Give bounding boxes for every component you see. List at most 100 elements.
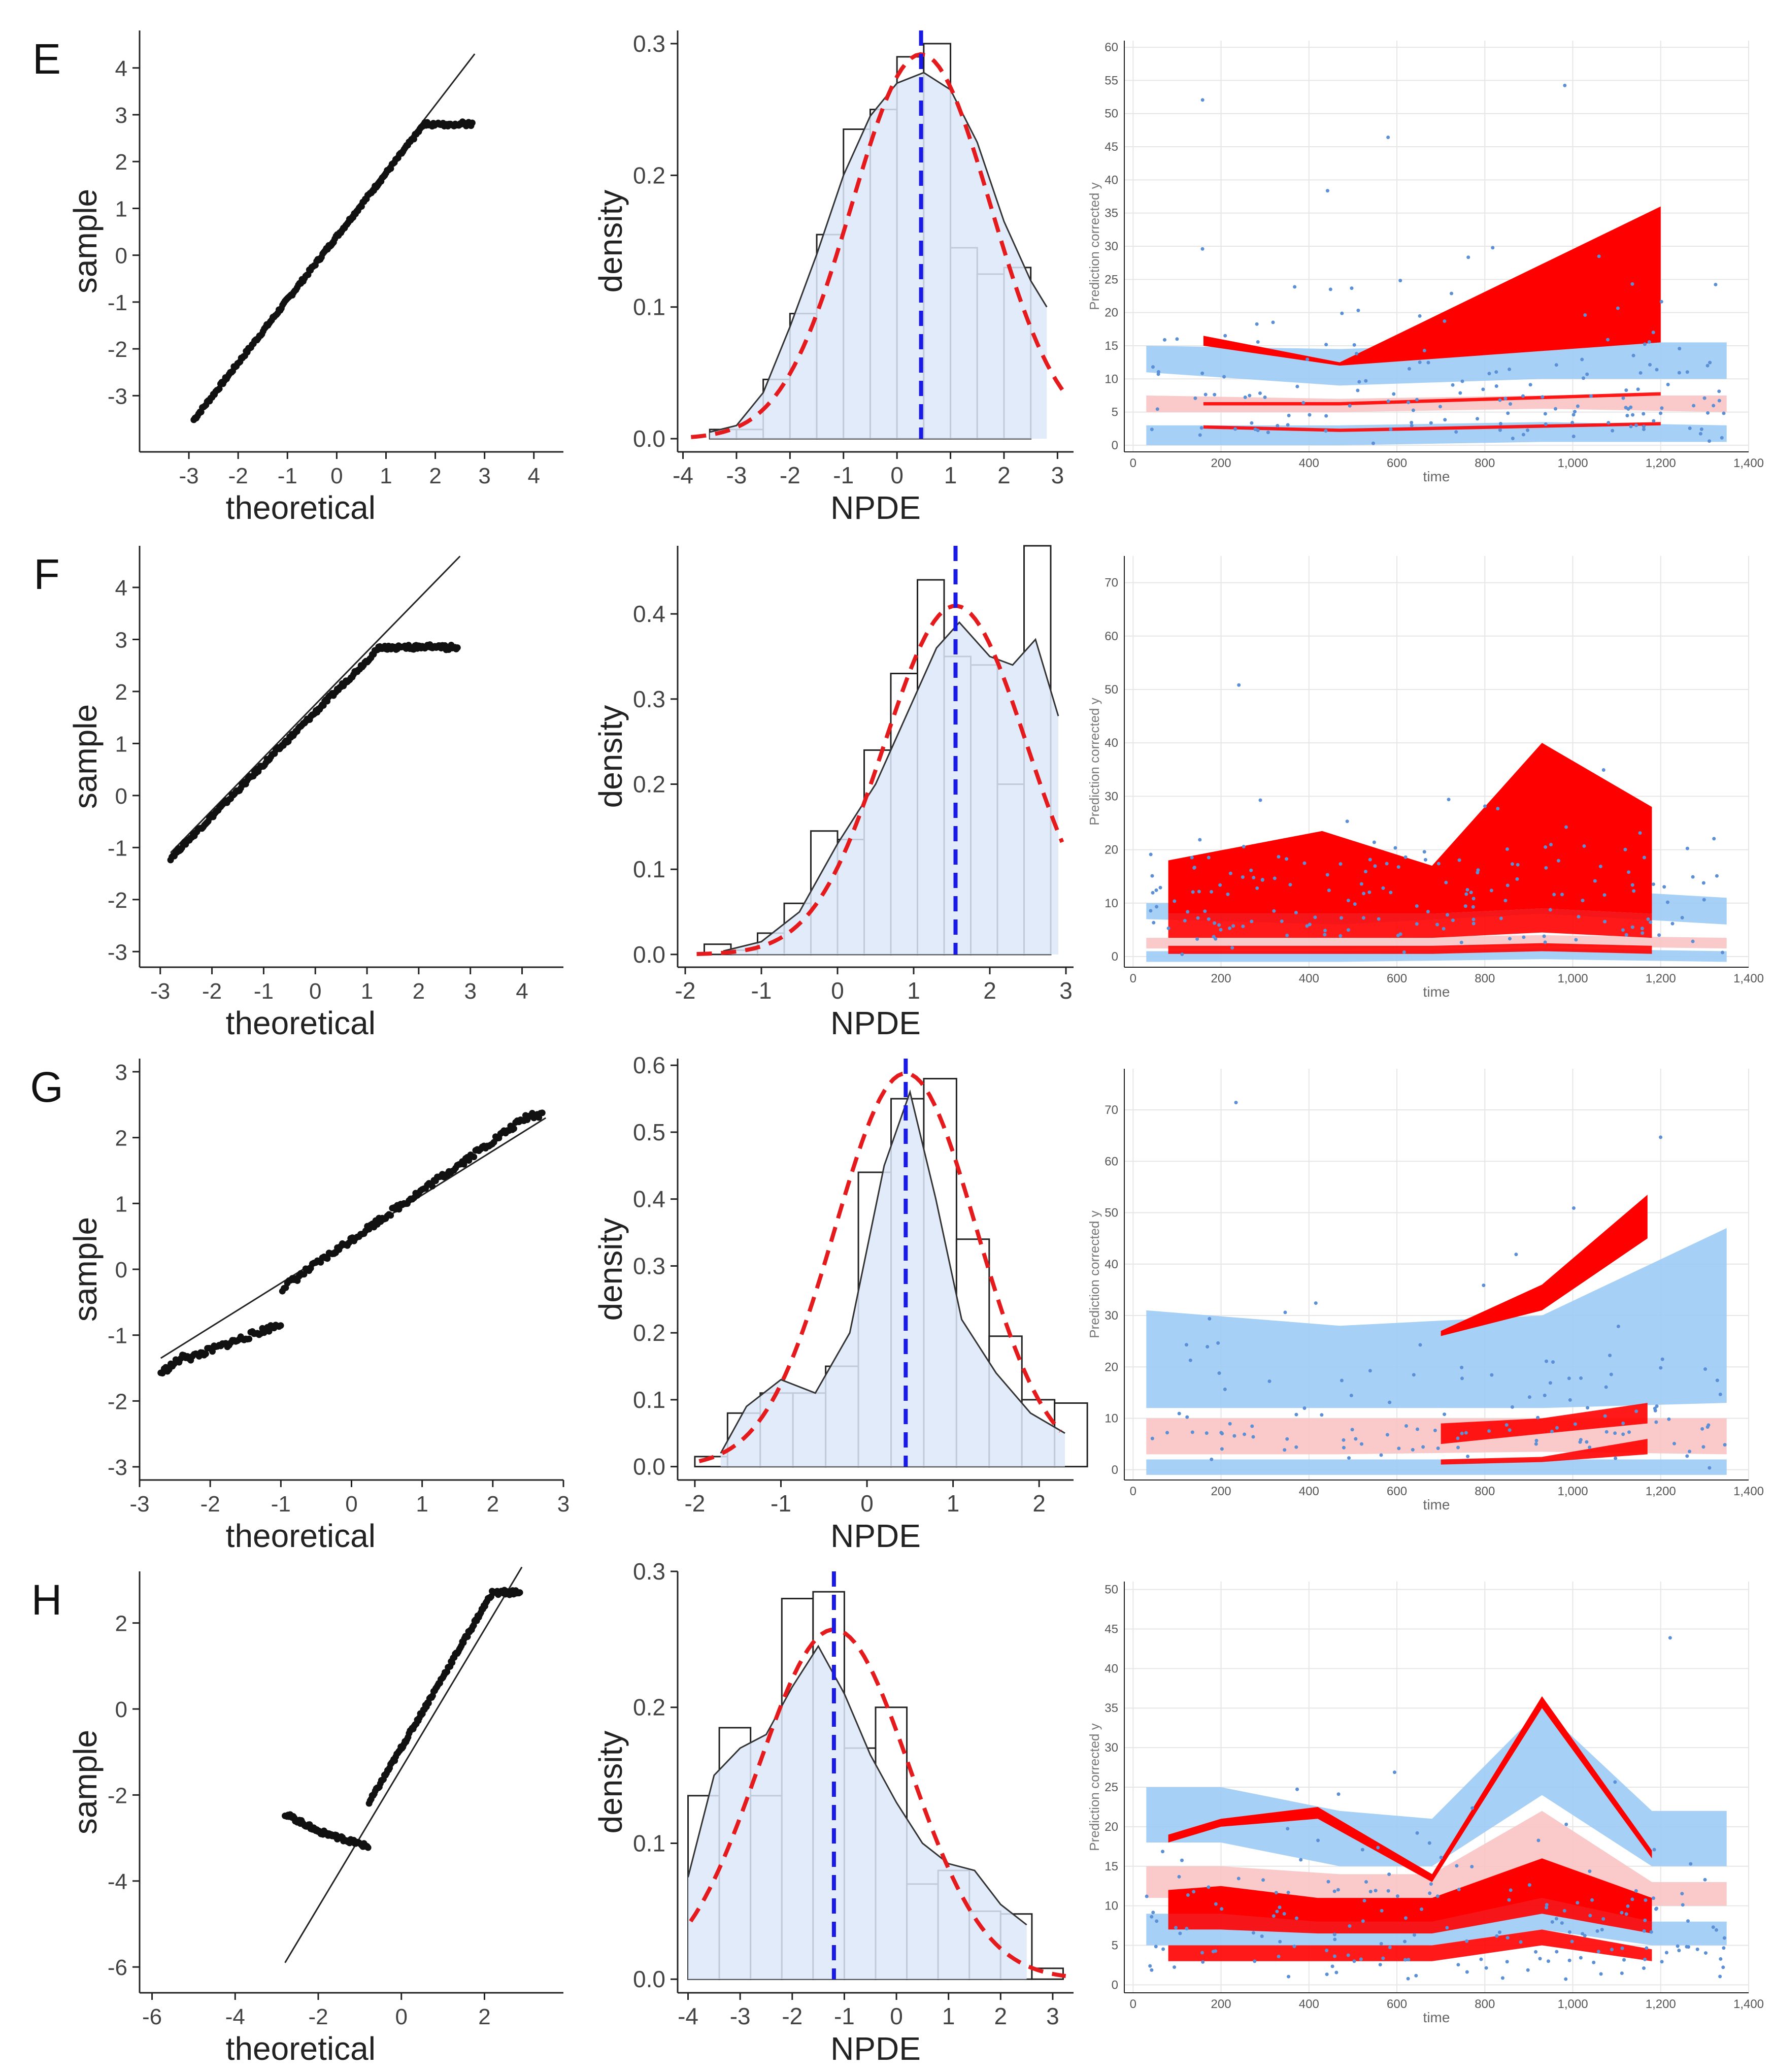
- vpc-observation-point: [1190, 1430, 1194, 1434]
- vpc-observation-point: [1666, 382, 1670, 386]
- vpc-observation-point: [1629, 424, 1633, 429]
- vpc-y-tick-label: 55: [1105, 74, 1118, 87]
- vpc-observation-point: [1703, 1878, 1707, 1882]
- qq-y-label: sample: [67, 189, 104, 293]
- vpc-observation-point: [1487, 1429, 1491, 1433]
- vpc-observation-point: [1443, 418, 1447, 422]
- vpc-observation-point: [1509, 1888, 1513, 1892]
- vpc-pi-median-band: [1146, 395, 1727, 412]
- vpc-observation-point: [1193, 396, 1197, 400]
- vpc-x-tick-label: 600: [1387, 456, 1407, 470]
- vpc-observation-point: [1272, 909, 1276, 913]
- vpc-observation-point: [1415, 904, 1419, 908]
- qq-x-tick-label: -1: [271, 1492, 291, 1517]
- qq-y-tick-label: 1: [115, 196, 127, 221]
- vpc-observation-point: [1586, 1406, 1590, 1410]
- vpc-observation-point: [1360, 1848, 1364, 1852]
- vpc-observation-point: [1527, 1883, 1531, 1887]
- qq-y-tick-label: 2: [115, 1126, 127, 1151]
- vpc-observation-point: [1161, 1947, 1165, 1951]
- vpc-observation-point: [1647, 340, 1651, 344]
- vpc-observation-point: [1368, 1369, 1372, 1373]
- vpc-observation-point: [1256, 340, 1260, 344]
- vpc-observation-point: [1426, 910, 1430, 914]
- vpc-observation-point: [1346, 1953, 1350, 1957]
- vpc-x-tick-label: 1,400: [1733, 1997, 1764, 2011]
- vpc-x-tick-label: 800: [1475, 972, 1495, 985]
- vpc-observation-point: [1339, 934, 1343, 938]
- vpc-plot: 0 200 400 600 800 1,000 1,200 1,400 0 10 20 30 40 50 6…: [1087, 556, 1764, 1000]
- vpc-observation-point: [1482, 1284, 1486, 1288]
- vpc-observation-point: [1308, 413, 1312, 417]
- vpc-observation-point: [1420, 1907, 1424, 1911]
- vpc-observation-point: [1450, 291, 1454, 295]
- vpc-observation-point: [1465, 1939, 1469, 1943]
- hist-x-tick-label: -1: [834, 2003, 855, 2029]
- vpc-observation-point: [1435, 923, 1439, 927]
- hist-x-tick-label: 1: [942, 2003, 955, 2029]
- vpc-observation-point: [1206, 1345, 1210, 1349]
- vpc-observation-point: [1216, 1341, 1220, 1345]
- vpc-observation-point: [1407, 367, 1411, 371]
- hist-x-tick-label: 3: [1059, 977, 1073, 1004]
- normal-curve: [698, 1071, 1062, 1463]
- vpc-observation-point: [1371, 441, 1375, 445]
- vpc-observation-point: [1604, 1430, 1609, 1434]
- vpc-observation-point: [1470, 1865, 1474, 1869]
- qq-point: [246, 1335, 253, 1342]
- vpc-observation-point: [1373, 864, 1377, 868]
- vpc-observation-point: [1368, 1890, 1373, 1894]
- vpc-observation-point: [1323, 929, 1327, 933]
- npde-histogram: -4 -3 -2 -1 0 1 2 3 0.0 0.1 0.2 0.3 NPDE density: [592, 30, 1074, 526]
- qq-x-tick-label: 0: [345, 1492, 357, 1517]
- qq-point: [300, 1271, 308, 1278]
- qq-y-tick-label: -6: [108, 1955, 127, 1980]
- vpc-observation-point: [1606, 338, 1610, 342]
- vpc-observation-point: [1203, 909, 1207, 913]
- vpc-observation-point: [1498, 428, 1502, 432]
- vpc-observation-point: [1544, 866, 1548, 870]
- vpc-x-tick-label: 200: [1211, 1997, 1231, 2011]
- vpc-observation-point: [1506, 1936, 1510, 1940]
- hist-x-tick-label: -2: [782, 2003, 802, 2029]
- vpc-observation-point: [1471, 917, 1476, 922]
- vpc-observation-point: [1620, 1911, 1624, 1915]
- vpc-observation-point: [1554, 407, 1558, 411]
- vpc-observation-point: [1180, 952, 1184, 957]
- vpc-observation-point: [1336, 1888, 1340, 1892]
- vpc-observation-point: [1634, 1409, 1638, 1413]
- vpc-observation-point: [1363, 870, 1367, 874]
- vpc-observation-point: [1678, 347, 1682, 351]
- vpc-observation-point: [1521, 433, 1525, 437]
- vpc-observation-point: [1556, 859, 1560, 863]
- vpc-observation-point: [1550, 1429, 1554, 1433]
- vpc-observation-point: [1603, 1414, 1607, 1418]
- vpc-observation-point: [1166, 926, 1170, 930]
- vpc-x-tick-label: 800: [1475, 1997, 1495, 2011]
- vpc-observation-point: [1186, 910, 1190, 914]
- panel-g: G -3 -2 -1 0 1 2 3 -3 -2 -1 0 1 2 3 theoretical sample -2…: [30, 1052, 1764, 1554]
- vpc-observation-point: [1346, 899, 1350, 903]
- vpc-observation-point: [1250, 421, 1254, 425]
- vpc-observation-point: [1423, 858, 1427, 862]
- vpc-observation-point: [1717, 389, 1721, 393]
- vpc-observation-point: [1630, 1897, 1634, 1901]
- vpc-observation-point: [1564, 1977, 1568, 1981]
- vpc-observation-point: [1611, 429, 1615, 433]
- vpc-observation-point: [1248, 393, 1252, 398]
- vpc-observation-point: [1613, 1780, 1617, 1784]
- vpc-observation-point: [1497, 1930, 1501, 1934]
- vpc-observation-point: [1219, 928, 1223, 932]
- vpc-observation-point: [1544, 422, 1548, 426]
- vpc-observation-point: [1381, 1956, 1385, 1960]
- qq-x-tick-label: -3: [150, 979, 170, 1004]
- normal-curve: [696, 604, 1064, 956]
- vpc-y-label: Prediction corrected y: [1087, 698, 1102, 825]
- vpc-observation-point: [1201, 1960, 1205, 1964]
- vpc-observation-point: [1283, 1448, 1287, 1452]
- vpc-observation-point: [1642, 1966, 1646, 1970]
- vpc-observation-point: [1499, 916, 1503, 920]
- vpc-observation-point: [1543, 412, 1547, 416]
- vpc-observation-point: [1659, 411, 1663, 415]
- vpc-observation-point: [1708, 360, 1712, 365]
